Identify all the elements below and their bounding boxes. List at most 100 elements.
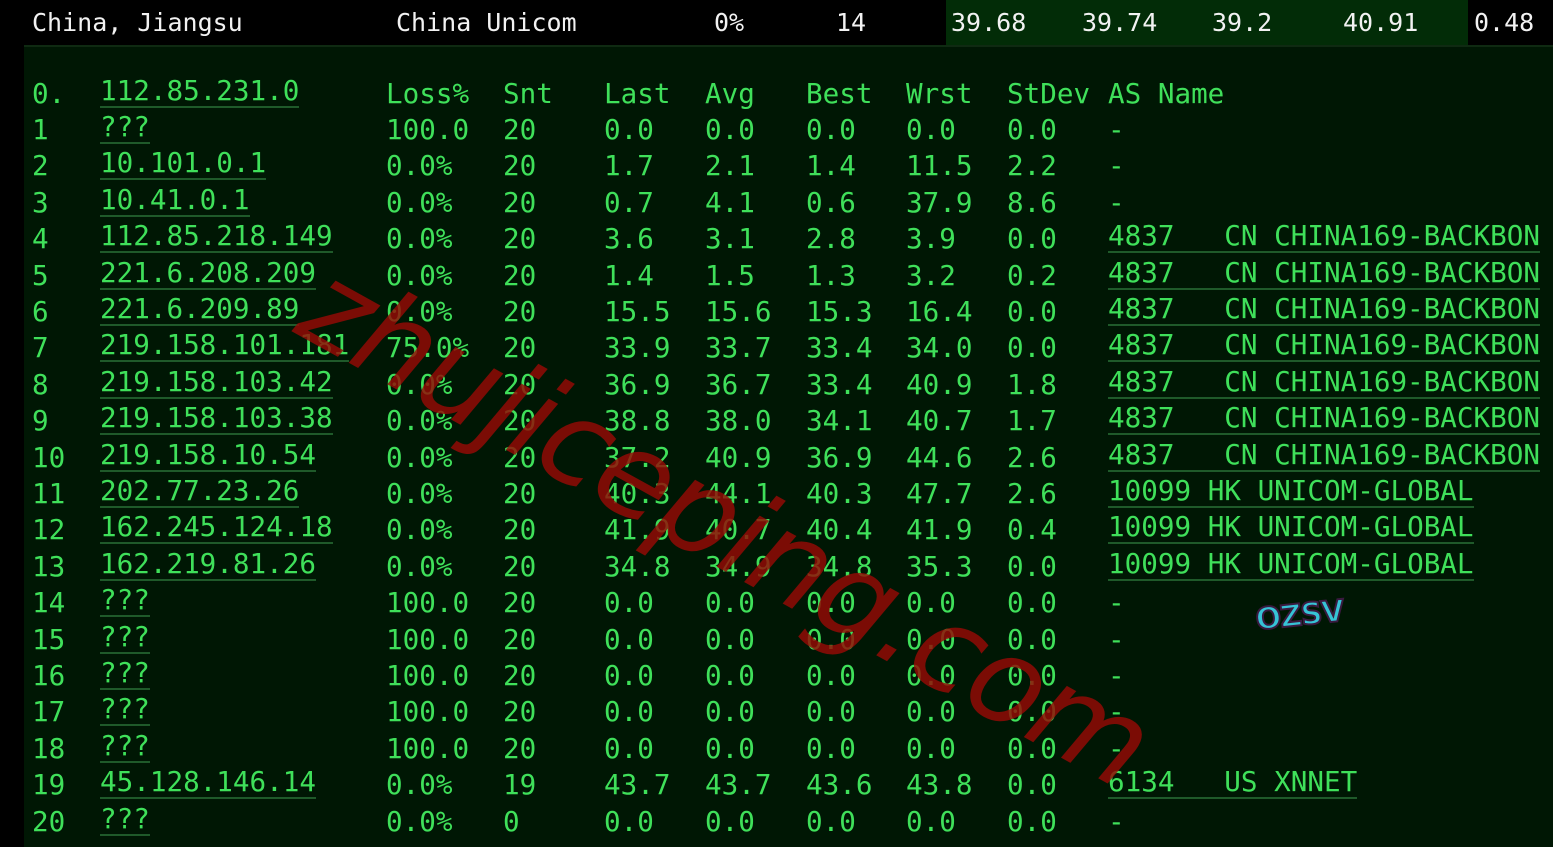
- hop-as-name: CHINA169-BACKBON: [1274, 364, 1540, 398]
- hop-host[interactable]: 219.158.103.38: [100, 401, 333, 436]
- hop-asn: -: [1108, 113, 1125, 146]
- hop-country: CN: [1224, 437, 1258, 471]
- hop-last: 0.0: [604, 622, 654, 656]
- hop-host[interactable]: ???: [100, 110, 150, 144]
- hop-as-link[interactable]: 10099 HK UNICOM-GLOBAL: [1108, 476, 1474, 508]
- hop-host[interactable]: ???: [100, 728, 150, 763]
- hop-idx: 8: [32, 367, 49, 401]
- hop-wrst: 40.9: [906, 367, 973, 401]
- hop-best: 1.4: [806, 149, 856, 183]
- hop-stdev: 0.0: [1007, 113, 1057, 146]
- hop-as-name: UNICOM-GLOBAL: [1257, 510, 1474, 544]
- hop-host[interactable]: 219.158.101.181: [100, 328, 350, 363]
- hop-host[interactable]: 162.245.124.18: [100, 510, 333, 545]
- hop-best: 34.8: [806, 549, 873, 583]
- hop-host[interactable]: 162.219.81.26: [100, 546, 316, 581]
- hop-asn: 4837: [1108, 364, 1175, 398]
- hop-as-name: UNICOM-GLOBAL: [1257, 546, 1474, 580]
- hop-asn: -: [1108, 185, 1125, 219]
- hop-stdev: 0.0: [1007, 222, 1057, 256]
- hop-avg: 0.0: [705, 113, 755, 146]
- hop-last: 0.0: [604, 695, 654, 729]
- hop-avg: 44.1: [705, 477, 772, 510]
- hop-host[interactable]: ???: [100, 692, 150, 727]
- hop-host[interactable]: 112.85.218.149: [100, 219, 333, 254]
- table-row: 17??? 100.0 20 0.0 0.0 0.0 0.0 0.0 -: [0, 694, 1553, 730]
- hop-loss: 0.0%: [386, 258, 453, 292]
- hop-host[interactable]: 10.41.0.1: [100, 182, 250, 217]
- hop-loss: 0.0%: [386, 549, 453, 583]
- hop-snt: 20: [503, 113, 537, 146]
- hop-host[interactable]: 221.6.208.209: [100, 255, 316, 290]
- hop-loss: 100.0: [386, 622, 470, 656]
- hop-host[interactable]: 202.77.23.26: [100, 474, 300, 508]
- hop-idx: 9: [32, 404, 49, 438]
- hop-as-link[interactable]: 4837 CN CHINA169-BACKBON: [1108, 330, 1540, 363]
- hop-last: 36.9: [604, 367, 671, 401]
- hop-host[interactable]: 219.158.10.54: [100, 437, 316, 472]
- hop-avg: 1.5: [705, 258, 755, 292]
- hop-last: 0.0: [604, 731, 654, 765]
- header-idx: 0.: [32, 77, 66, 110]
- hop-snt: 20: [503, 477, 537, 510]
- hop-host[interactable]: ???: [100, 656, 150, 690]
- hop-host[interactable]: 219.158.103.42: [100, 364, 333, 399]
- hop-country: CN: [1224, 401, 1258, 435]
- hop-host[interactable]: 45.128.146.14: [100, 765, 316, 800]
- hop-host[interactable]: ???: [100, 619, 150, 654]
- hop-as-link[interactable]: 4837 CN CHINA169-BACKBON: [1108, 364, 1540, 399]
- hop-wrst: 35.3: [906, 549, 973, 583]
- table-header: 0. 112.85.231.0 Loss% Snt Last Avg Best …: [0, 76, 1553, 112]
- hop-wrst: 0.0: [906, 622, 956, 656]
- hop-idx: 17: [32, 695, 66, 729]
- hop-as-name: XNNET: [1274, 765, 1358, 799]
- hop-stdev: 0.0: [1007, 768, 1057, 802]
- hop-as-name: UNICOM-GLOBAL: [1257, 474, 1474, 507]
- mtr-panel: [24, 45, 1553, 847]
- hop-snt: 20: [503, 695, 537, 729]
- summary-bar: China, Jiangsu China Unicom 0% 14 39.68 …: [0, 0, 1553, 45]
- hop-as-link[interactable]: 10099 HK UNICOM-GLOBAL: [1108, 546, 1474, 581]
- hop-as-link: -: [1108, 112, 1125, 148]
- hop-asn: 4837: [1108, 219, 1175, 253]
- hop-as-link[interactable]: 4837 CN CHINA169-BACKBON: [1108, 219, 1540, 254]
- hop-as-link[interactable]: 4837 CN CHINA169-BACKBON: [1108, 437, 1540, 472]
- table-row: 3 10.41.0.1 0.0% 20 0.7 4.1 0.6 37.9 8.6 -: [0, 182, 1553, 221]
- hop-wrst: 43.8: [906, 768, 973, 802]
- hop-asn: -: [1108, 149, 1125, 183]
- hop-avg: 3.1: [705, 222, 755, 256]
- hop-as-link[interactable]: 6134 US XNNET: [1108, 765, 1358, 800]
- hop-host[interactable]: 221.6.209.89: [100, 292, 300, 326]
- hop-host[interactable]: ???: [100, 583, 150, 618]
- hop-loss: 75.0%: [386, 331, 470, 365]
- hop-as-link[interactable]: 4837 CN CHINA169-BACKBON: [1108, 294, 1540, 326]
- hop-snt: 20: [503, 586, 537, 620]
- table-row: 11 202.77.23.26 0.0% 20 40.3 44.1 40.3 47.7 2.6 1…: [0, 476, 1553, 512]
- hop-as-name: CHINA169-BACKBON: [1274, 401, 1540, 435]
- header-best: Best: [806, 77, 873, 110]
- hop-host[interactable]: 10.101.0.1: [100, 146, 267, 181]
- hop-as-link[interactable]: 10099 HK UNICOM-GLOBAL: [1108, 510, 1474, 545]
- hop-as-link: -: [1108, 658, 1125, 694]
- hop-stdev: 0.0: [1007, 804, 1057, 838]
- hop-wrst: 40.7: [906, 404, 973, 438]
- hop-as-link[interactable]: 4837 CN CHINA169-BACKBON: [1108, 257, 1540, 290]
- hop-loss: 0.0%: [386, 404, 453, 438]
- hop-avg: 0.0: [705, 731, 755, 765]
- summary-isp: China Unicom: [396, 8, 577, 37]
- header-host[interactable]: 112.85.231.0: [100, 74, 300, 108]
- hop-as-link: -: [1108, 804, 1125, 840]
- hop-host[interactable]: ???: [100, 801, 150, 836]
- hop-avg: 33.7: [705, 331, 772, 365]
- hop-best: 36.9: [806, 440, 873, 474]
- hop-as-link[interactable]: 4837 CN CHINA169-BACKBON: [1108, 401, 1540, 436]
- header-wrst: Wrst: [906, 77, 973, 110]
- hop-country: CN: [1224, 292, 1258, 325]
- hop-wrst: 0.0: [906, 731, 956, 765]
- hop-wrst: 0.0: [906, 113, 956, 146]
- hop-idx: 14: [32, 586, 66, 620]
- hop-loss: 0.0%: [386, 440, 453, 474]
- hop-last: 34.8: [604, 549, 671, 583]
- hop-best: 33.4: [806, 367, 873, 401]
- table-row: 8 219.158.103.42 0.0% 20 36.9 36.7 33.4 40.9 1.8…: [0, 364, 1553, 403]
